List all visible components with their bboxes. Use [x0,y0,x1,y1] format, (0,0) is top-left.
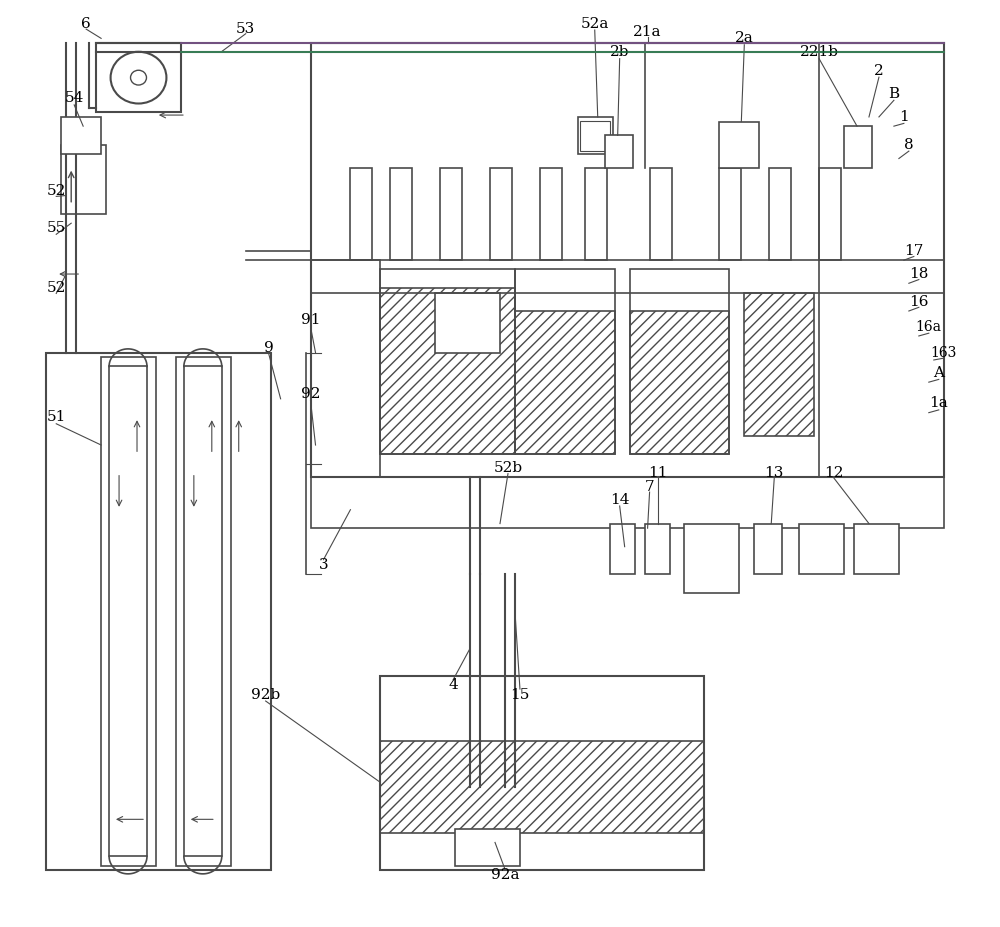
Text: 163: 163 [931,346,957,360]
Text: 52b: 52b [493,461,523,476]
Text: 2b: 2b [610,45,629,59]
FancyBboxPatch shape [61,117,101,154]
Text: 15: 15 [510,688,530,702]
Text: 3: 3 [319,558,328,572]
Text: 13: 13 [765,465,784,480]
Text: 92: 92 [301,387,320,401]
Text: 52: 52 [47,281,66,295]
Text: 1: 1 [899,110,909,124]
Text: 11: 11 [648,465,667,480]
Text: 2: 2 [874,64,884,78]
FancyBboxPatch shape [435,293,500,352]
Text: 52a: 52a [581,18,609,32]
Text: A: A [933,366,944,380]
Text: 2a: 2a [735,32,754,45]
Text: 221b: 221b [800,45,839,59]
FancyBboxPatch shape [455,829,520,866]
FancyBboxPatch shape [578,117,613,154]
Text: 54: 54 [64,92,84,106]
Text: 4: 4 [448,679,458,692]
Text: 52: 52 [47,184,66,197]
Text: 7: 7 [645,479,654,493]
Text: 1a: 1a [929,397,948,411]
FancyBboxPatch shape [580,121,610,151]
Text: 8: 8 [904,137,914,152]
FancyBboxPatch shape [719,121,759,168]
Text: 14: 14 [610,493,629,507]
Text: 55: 55 [47,221,66,235]
Text: 92b: 92b [251,688,280,702]
Text: 91: 91 [301,313,320,327]
Text: 92a: 92a [491,868,519,882]
FancyBboxPatch shape [684,524,739,593]
Text: 53: 53 [236,22,255,36]
Text: 12: 12 [824,465,844,480]
Text: 16: 16 [909,295,929,309]
Text: 6: 6 [81,18,91,32]
Text: 21a: 21a [633,25,662,39]
FancyBboxPatch shape [854,524,899,575]
FancyBboxPatch shape [799,524,844,575]
FancyBboxPatch shape [610,524,635,575]
Text: 16a: 16a [916,320,942,334]
FancyBboxPatch shape [754,524,782,575]
FancyBboxPatch shape [645,524,670,575]
Text: 51: 51 [47,411,66,425]
FancyBboxPatch shape [605,135,633,168]
Text: 18: 18 [909,267,929,281]
Text: B: B [888,87,899,101]
FancyBboxPatch shape [844,126,872,168]
Text: 17: 17 [904,244,924,258]
Text: 9: 9 [264,341,274,355]
